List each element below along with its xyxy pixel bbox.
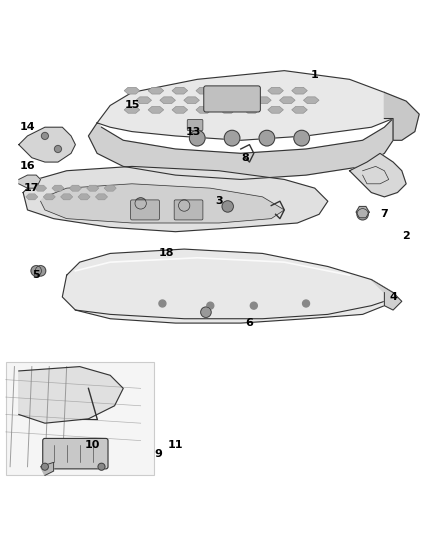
Polygon shape <box>268 87 283 94</box>
Circle shape <box>54 146 61 152</box>
Polygon shape <box>208 97 223 103</box>
Polygon shape <box>292 87 307 94</box>
FancyBboxPatch shape <box>174 200 203 220</box>
Polygon shape <box>35 185 47 191</box>
Circle shape <box>159 300 166 307</box>
Circle shape <box>357 208 368 220</box>
Text: 10: 10 <box>85 440 100 450</box>
Polygon shape <box>52 185 64 191</box>
Polygon shape <box>19 127 75 162</box>
Polygon shape <box>232 97 247 103</box>
Circle shape <box>135 198 146 209</box>
Text: 7: 7 <box>381 209 388 219</box>
Polygon shape <box>172 87 187 94</box>
Polygon shape <box>41 184 284 223</box>
Circle shape <box>189 130 205 146</box>
Polygon shape <box>60 194 73 200</box>
Polygon shape <box>244 107 259 113</box>
Polygon shape <box>88 118 393 180</box>
Polygon shape <box>104 185 116 191</box>
Text: 5: 5 <box>32 270 40 280</box>
Polygon shape <box>268 107 283 113</box>
Circle shape <box>259 130 275 146</box>
Polygon shape <box>304 97 319 103</box>
Circle shape <box>42 463 48 470</box>
Polygon shape <box>148 107 164 113</box>
Circle shape <box>98 463 105 470</box>
Polygon shape <box>19 175 41 188</box>
Polygon shape <box>87 185 99 191</box>
Polygon shape <box>220 107 236 113</box>
Text: 16: 16 <box>20 161 35 172</box>
Text: 2: 2 <box>402 231 410 241</box>
Polygon shape <box>160 97 176 103</box>
Polygon shape <box>196 87 212 94</box>
Text: 13: 13 <box>185 126 201 136</box>
Circle shape <box>222 201 233 212</box>
Polygon shape <box>350 154 406 197</box>
Polygon shape <box>19 367 123 423</box>
Polygon shape <box>279 97 295 103</box>
FancyBboxPatch shape <box>43 439 108 469</box>
Text: 18: 18 <box>159 248 174 259</box>
Text: 14: 14 <box>20 122 35 132</box>
Circle shape <box>42 133 48 140</box>
Circle shape <box>294 130 310 146</box>
Text: 11: 11 <box>168 440 183 450</box>
Circle shape <box>251 302 257 309</box>
Polygon shape <box>136 97 152 103</box>
Circle shape <box>35 265 46 276</box>
Circle shape <box>207 302 214 309</box>
Text: 4: 4 <box>389 292 397 302</box>
Polygon shape <box>43 194 55 200</box>
Circle shape <box>201 307 211 318</box>
Polygon shape <box>172 107 187 113</box>
Circle shape <box>303 300 310 307</box>
Circle shape <box>31 265 42 276</box>
Polygon shape <box>184 97 199 103</box>
Text: 1: 1 <box>311 70 318 80</box>
FancyBboxPatch shape <box>131 200 159 220</box>
Text: 17: 17 <box>24 183 39 193</box>
Polygon shape <box>244 87 259 94</box>
Text: 6: 6 <box>246 318 254 328</box>
FancyBboxPatch shape <box>204 86 260 112</box>
Polygon shape <box>41 462 53 475</box>
Text: 3: 3 <box>215 196 223 206</box>
Polygon shape <box>78 194 90 200</box>
Polygon shape <box>95 194 108 200</box>
Polygon shape <box>69 185 81 191</box>
FancyBboxPatch shape <box>6 362 154 475</box>
Polygon shape <box>62 249 393 323</box>
Polygon shape <box>371 279 402 310</box>
Circle shape <box>179 200 190 211</box>
FancyBboxPatch shape <box>187 119 203 131</box>
Polygon shape <box>292 107 307 113</box>
Polygon shape <box>196 107 212 113</box>
Polygon shape <box>220 87 236 94</box>
Polygon shape <box>23 166 328 232</box>
Polygon shape <box>124 87 140 94</box>
Text: 15: 15 <box>124 100 140 110</box>
Polygon shape <box>255 97 271 103</box>
Circle shape <box>224 130 240 146</box>
Polygon shape <box>148 87 164 94</box>
Polygon shape <box>26 194 38 200</box>
Polygon shape <box>356 206 369 218</box>
Polygon shape <box>124 107 140 113</box>
Polygon shape <box>97 71 402 140</box>
Text: 9: 9 <box>154 449 162 458</box>
Polygon shape <box>385 92 419 140</box>
Text: 8: 8 <box>241 152 249 163</box>
